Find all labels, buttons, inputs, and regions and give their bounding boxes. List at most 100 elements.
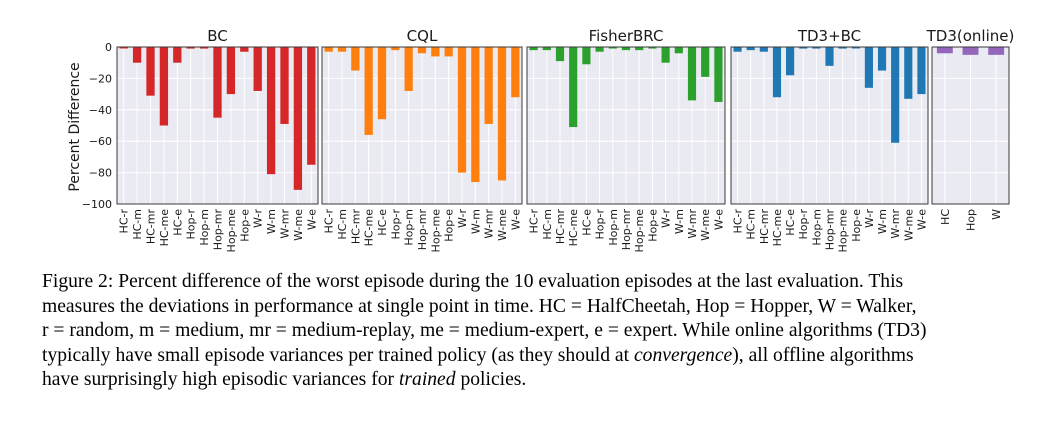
bar <box>838 47 847 49</box>
caption-line-4: typically have small episode variances p… <box>42 344 914 366</box>
bar <box>253 47 262 91</box>
x-tick-label: W-m <box>673 209 686 234</box>
y-axis-ticks: 0 −20 −40 −60 −80 −100 <box>82 41 112 211</box>
x-tick-label: HC-mr <box>349 209 362 245</box>
x-tick-label: W <box>990 209 1003 220</box>
bar <box>266 47 276 175</box>
bar <box>962 47 979 55</box>
bar <box>497 47 507 181</box>
bar <box>159 47 169 126</box>
bar <box>687 47 697 101</box>
bar <box>199 47 209 49</box>
panel-title: TD3(online) <box>926 27 1015 45</box>
bar <box>444 47 453 57</box>
caption-line-1: Figure 2: Percent difference of the wors… <box>42 271 904 292</box>
x-tick-label: Hop-mr <box>416 209 429 251</box>
x-tick-label: HC-r <box>528 209 541 234</box>
panel-frame <box>730 46 929 205</box>
bar <box>404 47 413 91</box>
bar <box>714 47 723 102</box>
x-tick-label: HC-me <box>567 209 580 247</box>
x-tick-label: W-m <box>265 209 278 234</box>
x-tick-label: W-r <box>863 209 876 228</box>
y-tick-label: 0 <box>105 41 112 54</box>
bar <box>891 47 900 143</box>
bar <box>337 47 347 52</box>
bar <box>324 47 333 52</box>
bar <box>608 47 617 49</box>
x-tick-label: Hop-me <box>429 209 442 253</box>
x-tick-label: Hop-me <box>225 209 238 253</box>
bar <box>431 47 440 57</box>
x-tick-label: W-e <box>305 209 318 230</box>
bar <box>988 47 1005 55</box>
bar <box>786 47 795 76</box>
panel-frame <box>321 46 523 205</box>
figure-chart: Percent Difference 0 −20 −40 −60 −80 −100 BC H… <box>67 27 1015 253</box>
bar <box>582 47 591 65</box>
bar <box>240 47 249 52</box>
x-tick-label: W-e <box>509 209 522 230</box>
bar <box>812 47 821 49</box>
x-tick-label: W-me <box>902 209 915 241</box>
bar <box>661 47 670 63</box>
x-tick-label: Hop-m <box>607 209 620 246</box>
panel-title: BC <box>207 27 228 45</box>
bar <box>457 47 467 173</box>
x-tick-label: HC-e <box>784 209 797 236</box>
bar <box>936 47 953 54</box>
figure-caption: Figure 2: Percent difference of the wors… <box>42 270 1032 393</box>
bar <box>529 47 538 51</box>
x-tick-label: Hop-e <box>238 209 251 242</box>
bar <box>772 47 782 98</box>
caption-label: Figure 2: <box>42 271 114 292</box>
x-tick-label: Hop-mr <box>824 209 837 251</box>
panel-title: FisherBRC <box>589 27 664 45</box>
bar <box>186 47 195 49</box>
x-tick-label: HC-m <box>336 209 349 240</box>
panel: BC HC-r HC-m HC-mr HC-me HC-e Hop-r Hop-m Hop-mr… <box>116 27 319 253</box>
panel: TD3(online) HC Hop W <box>926 27 1015 231</box>
x-tick-label: HC-r <box>323 209 336 234</box>
bar <box>701 47 710 77</box>
bar <box>307 47 316 165</box>
bar <box>851 47 860 49</box>
x-tick-label: HC-mr <box>758 209 771 245</box>
x-tick-label: W-e <box>915 209 928 230</box>
bar <box>917 47 926 95</box>
x-tick-label: Hop-m <box>403 209 416 246</box>
x-tick-label: Hop-m <box>810 209 823 246</box>
x-tick-label: W-e <box>712 209 725 230</box>
x-tick-label: W-r <box>252 209 265 228</box>
bar <box>569 47 578 128</box>
y-axis-label: Percent Difference <box>67 62 83 191</box>
x-tick-label: HC-e <box>580 209 593 236</box>
x-tick-label: HC-m <box>745 209 758 240</box>
x-tick-label: Hop <box>965 209 978 231</box>
bar <box>595 47 604 52</box>
x-tick-label: W-r <box>660 209 673 228</box>
y-tick-label: −80 <box>89 167 112 180</box>
bar <box>280 47 289 124</box>
x-tick-label: Hop-r <box>389 209 402 240</box>
x-tick-label: W-me <box>699 209 712 241</box>
bar <box>173 47 182 63</box>
x-tick-label: HC-me <box>158 209 171 247</box>
x-tick-label: HC <box>939 209 952 225</box>
bar <box>119 47 128 49</box>
bar <box>484 47 493 124</box>
bar <box>635 47 644 51</box>
x-tick-label: W-mr <box>483 209 496 239</box>
x-tick-label: W-mr <box>686 209 699 239</box>
caption-line-5: have surprisingly high episodic variance… <box>42 369 527 390</box>
x-tick-label: HC-me <box>363 209 376 247</box>
bar <box>759 47 768 52</box>
bar <box>674 47 683 54</box>
bar <box>511 47 520 98</box>
bar <box>904 47 913 99</box>
bar <box>293 47 303 190</box>
x-tick-label: HC-e <box>171 209 184 236</box>
caption-line-2: measures the deviations in performance a… <box>42 295 917 317</box>
